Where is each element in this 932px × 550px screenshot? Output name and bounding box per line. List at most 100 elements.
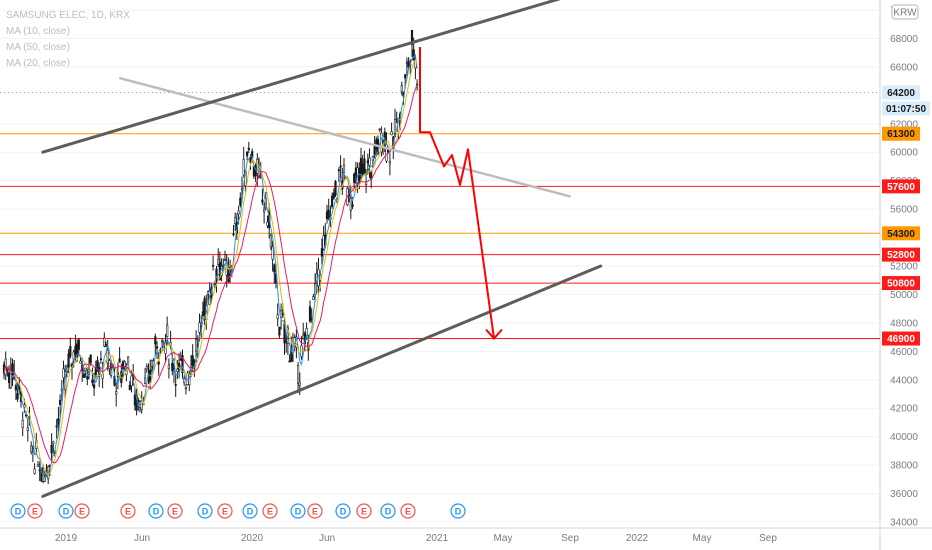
candle-body	[91, 379, 94, 383]
price-tick-label: 46000	[890, 347, 918, 358]
earnings-event-icon[interactable]	[217, 503, 233, 519]
candle-body	[290, 347, 293, 362]
currency-label: KRW	[893, 8, 917, 19]
event-letter: E	[405, 507, 411, 517]
ma-10-line	[3, 54, 418, 479]
candle-body	[407, 61, 410, 68]
projection-arrow[interactable]	[419, 47, 503, 341]
projection-path[interactable]	[419, 47, 495, 339]
dividend-event-icon[interactable]	[380, 503, 396, 519]
channel-lower-line[interactable]	[41, 264, 603, 498]
candle-body	[121, 361, 125, 370]
candle-body	[237, 210, 240, 215]
ma-20-label[interactable]: MA (20, close)	[6, 58, 70, 69]
candle-body	[337, 169, 341, 172]
currency-badge[interactable]	[891, 4, 919, 20]
candle-body	[103, 337, 106, 347]
dividend-event-icon[interactable]	[10, 503, 26, 519]
price-tick-label: 50000	[890, 290, 918, 301]
candle-body	[242, 159, 245, 176]
price-level-tag	[882, 179, 920, 194]
price-tick-label: 48000	[890, 318, 918, 329]
candle-body	[154, 336, 157, 345]
candle-body	[400, 85, 403, 92]
candle-body	[354, 167, 358, 176]
candle-body	[178, 363, 181, 369]
candle-body	[57, 418, 60, 425]
candle-body	[26, 427, 29, 431]
arrow-head[interactable]	[485, 328, 503, 341]
candle-body	[123, 361, 126, 367]
candle-body	[410, 29, 414, 45]
candle-body	[174, 384, 177, 386]
channel-upper-line[interactable]	[41, 0, 570, 154]
candle-body	[319, 274, 322, 281]
candle-body	[363, 158, 366, 174]
candle-body	[232, 233, 235, 236]
trend-lines[interactable]	[41, 0, 603, 498]
event-letter: E	[267, 507, 273, 517]
candle-body	[203, 298, 206, 316]
time-axis[interactable]: 2019 Jun 2020 Jun 2021 May Sep 2022 May Sep	[55, 533, 777, 544]
dividend-event-icon[interactable]	[242, 503, 258, 519]
candle-body	[240, 188, 244, 191]
earnings-event-icon[interactable]	[167, 503, 183, 519]
ma-10-label[interactable]: MA (10, close)	[6, 26, 70, 37]
earnings-event-icon[interactable]	[400, 503, 416, 519]
price-levels	[0, 91, 880, 340]
candle-body	[36, 464, 40, 467]
dividend-event-icon[interactable]	[197, 503, 213, 519]
earnings-event-icon[interactable]	[74, 503, 90, 519]
candle-body	[278, 326, 281, 336]
candle-body	[215, 268, 218, 281]
countdown-tag-text: 01:07:50	[886, 104, 926, 115]
price-tick-label: 44000	[890, 375, 918, 386]
candle-body	[288, 360, 291, 363]
candle-body	[261, 199, 264, 203]
ma-50-label[interactable]: MA (50, close)	[6, 42, 70, 53]
event-letter: D	[340, 507, 347, 517]
dividend-event-icon[interactable]	[148, 503, 164, 519]
earnings-event-icon[interactable]	[307, 503, 323, 519]
candle-body	[58, 399, 62, 406]
price-tick-label: 52000	[890, 262, 918, 273]
dividend-event-icon[interactable]	[290, 503, 306, 519]
downtrend-line[interactable]	[119, 77, 571, 198]
candle-body	[176, 368, 179, 373]
candle-body	[108, 360, 111, 369]
candle-body	[30, 445, 33, 453]
time-tick-label: 2021	[426, 533, 449, 544]
time-tick-label: 2022	[626, 533, 649, 544]
candle-body	[128, 384, 131, 390]
candle-body	[366, 160, 369, 164]
symbol-title[interactable]: SAMSUNG ELEC, 1D, KRX	[6, 10, 130, 21]
time-tick-label: May	[693, 533, 712, 544]
earnings-event-icon[interactable]	[356, 503, 372, 519]
earnings-event-icon[interactable]	[27, 503, 43, 519]
candle-body	[334, 181, 337, 196]
earnings-event-icon[interactable]	[120, 503, 136, 519]
price-axis[interactable]: 3400036000380004000042000440004600046800…	[890, 4, 919, 529]
dividend-event-icon[interactable]	[58, 503, 74, 519]
candle-body	[96, 360, 99, 368]
dividend-event-icon[interactable]	[450, 503, 466, 519]
candle-body	[404, 74, 407, 79]
candle-body	[296, 365, 300, 384]
candle-body	[82, 373, 85, 378]
price-level-tag-text: 50800	[887, 279, 915, 290]
candle-body	[79, 360, 82, 364]
candle-body	[276, 314, 279, 319]
candle-body	[69, 345, 72, 357]
moving-averages	[3, 54, 418, 479]
candle-body	[167, 364, 171, 370]
candle-body	[353, 173, 356, 184]
candle-body	[166, 324, 169, 337]
time-tick-label: 2020	[241, 533, 264, 544]
candle-body	[50, 444, 53, 454]
price-level-tag-text: 61300	[887, 129, 915, 140]
dividend-event-icon[interactable]	[335, 503, 351, 519]
earnings-event-icon[interactable]	[262, 503, 278, 519]
candle-body	[89, 354, 92, 364]
